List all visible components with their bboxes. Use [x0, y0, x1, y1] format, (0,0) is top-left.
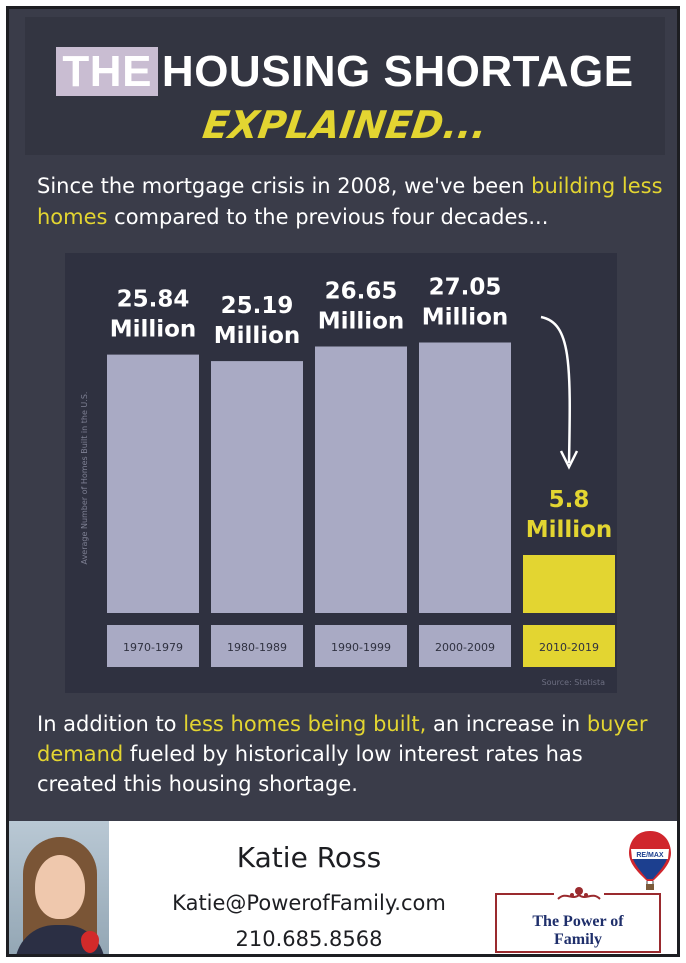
- outro-highlight-2: buyer demand: [37, 712, 648, 766]
- value-label: 25.19: [221, 293, 294, 319]
- category-tile-2000-2009: [419, 625, 511, 667]
- agent-email[interactable]: Katie@PowerofFamily.com: [172, 891, 446, 915]
- y-axis-label: Average Number of Homes Built in the U.S…: [80, 392, 89, 565]
- bar-2010-2019: [523, 555, 615, 613]
- chart-source: Source: Statista: [542, 678, 605, 687]
- category-tile-1980-1989: [211, 625, 303, 667]
- power-of-family-logo: The Power of Family: [495, 887, 661, 953]
- title-highlight: THE: [56, 47, 158, 96]
- category-tile-2010-2019: [523, 625, 615, 667]
- category-label: 1980-1989: [227, 641, 287, 654]
- title-subtitle: EXPLAINED...: [200, 103, 490, 147]
- value-unit-label: Million: [214, 323, 301, 349]
- category-label: 1970-1979: [123, 641, 183, 654]
- value-unit-label: Million: [422, 305, 509, 331]
- category-label: 2000-2009: [435, 641, 495, 654]
- infographic-frame: THE HOUSING SHORTAGE EXPLAINED... Since t…: [6, 6, 680, 957]
- balloon-label: RE/MAX: [636, 852, 664, 859]
- arrow-head-icon: [559, 450, 579, 470]
- page-title: THE HOUSING SHORTAGE: [25, 47, 665, 97]
- category-tile-1990-1999: [315, 625, 407, 667]
- intro-part-1: Since the mortgage crisis in 2008, we've…: [37, 174, 532, 198]
- value-unit-label: Million: [318, 309, 405, 335]
- value-label: 26.65: [325, 279, 398, 305]
- outro-part-3: fueled by historically low interest rate…: [37, 742, 583, 796]
- bar-2000-2009: [419, 342, 511, 613]
- outro-part-1: In addition to: [37, 712, 184, 736]
- bar-1970-1979: [107, 354, 199, 613]
- value-unit-label: Million: [526, 517, 613, 543]
- agent-phone[interactable]: 210.685.8568: [235, 927, 383, 951]
- bar-1980-1989: [211, 361, 303, 613]
- hot-air-balloon-icon: RE/MAX: [629, 831, 671, 890]
- logo-text: The Power of Family: [497, 913, 659, 949]
- agent-footer: Katie Ross Katie@PowerofFamily.com 210.6…: [9, 821, 677, 954]
- logo-line-1: The Power of: [532, 913, 624, 930]
- intro-part-2: compared to the previous four decades...: [107, 205, 549, 229]
- remax-pin-icon: [81, 931, 99, 953]
- outro-text: In addition to less homes being built, a…: [37, 709, 667, 799]
- curved-down-arrow-icon: [540, 315, 571, 464]
- agent-photo: [9, 821, 109, 954]
- value-label: 5.8: [549, 487, 590, 513]
- title-band: THE HOUSING SHORTAGE EXPLAINED...: [25, 17, 665, 155]
- agent-name: Katie Ross: [236, 841, 382, 874]
- intro-text: Since the mortgage crisis in 2008, we've…: [37, 171, 667, 233]
- category-tile-1970-1979: [107, 625, 199, 667]
- category-label: 1990-1999: [331, 641, 391, 654]
- outro-part-2: an increase in: [426, 712, 587, 736]
- title-main: HOUSING SHORTAGE: [161, 47, 634, 96]
- category-label: 2010-2019: [539, 641, 599, 654]
- chart-panel: Average Number of Homes Built in the U.S…: [65, 253, 617, 693]
- value-unit-label: Million: [110, 317, 197, 343]
- intro-highlight: building less homes: [37, 174, 663, 229]
- logo-line-2: Family: [554, 931, 602, 948]
- ornament-icon: [554, 887, 604, 901]
- bar-1990-1999: [315, 346, 407, 613]
- value-label: 25.84: [117, 287, 190, 313]
- value-label: 27.05: [429, 275, 502, 301]
- bar-chart: Average Number of Homes Built in the U.S…: [80, 275, 615, 687]
- outro-highlight-1: less homes being built,: [183, 712, 427, 736]
